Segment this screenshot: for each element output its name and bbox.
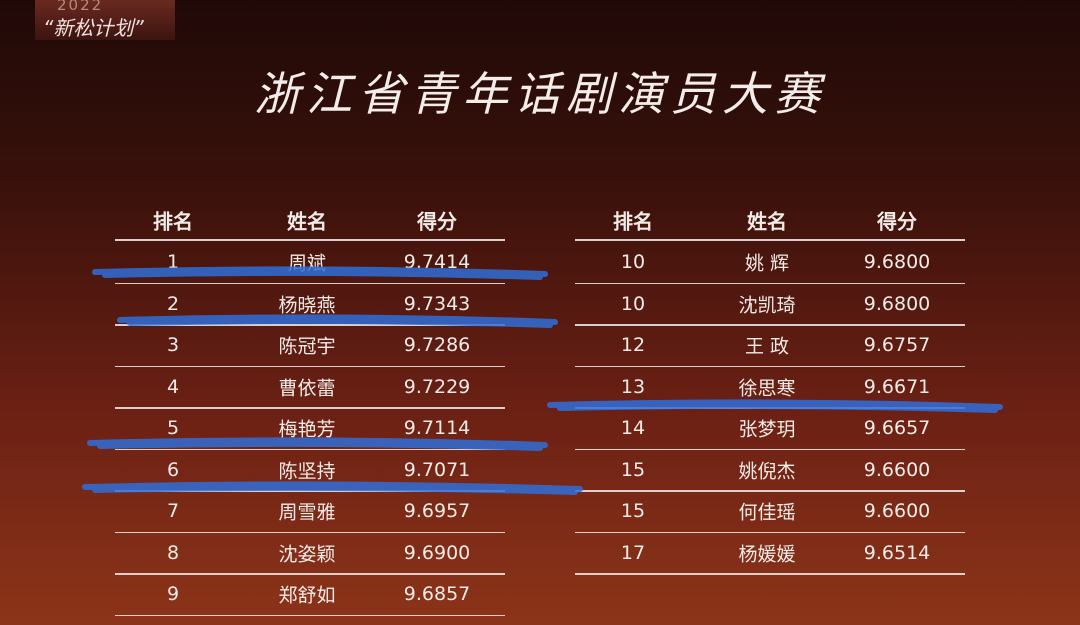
- row-rule: [575, 282, 965, 285]
- row-rule: [575, 490, 965, 492]
- table-cell: 3: [166, 334, 180, 356]
- table-cell: 杨晓燕: [278, 294, 336, 316]
- header-cell: 得分: [417, 209, 457, 234]
- table-cell: 9.7229: [403, 375, 471, 398]
- table-cell: 9.6757: [863, 334, 931, 356]
- header-cell: 得分: [877, 209, 917, 234]
- redaction-scribble: [87, 437, 548, 451]
- row-rule: [115, 324, 505, 326]
- table-cell: 陈冠宇: [278, 335, 336, 358]
- table-cell: 2: [166, 292, 180, 315]
- table-cell: 9.7071: [403, 458, 471, 481]
- table-cell: 10: [620, 251, 646, 273]
- table-cell: 周雪雅: [278, 501, 336, 524]
- row-rule: [115, 573, 505, 575]
- table-cell: 姚 辉: [744, 252, 790, 275]
- table-cell: 9.7343: [403, 292, 471, 315]
- row-rule: [115, 365, 505, 368]
- redaction-scribble: [117, 314, 558, 328]
- badge-year: 2022: [57, 0, 104, 14]
- table-cell: 郑舒如: [278, 584, 336, 607]
- table-cell: 姚倪杰: [738, 460, 796, 482]
- row-rule: [575, 573, 965, 575]
- header-rule: [115, 239, 505, 241]
- table-cell: 15: [620, 458, 646, 481]
- table-cell: 沈凯琦: [738, 294, 796, 316]
- row-rule: [115, 531, 505, 534]
- table-cell: 15: [620, 500, 646, 522]
- table-cell: 6: [166, 458, 180, 481]
- header-rule: [575, 239, 965, 241]
- table-cell: 9.6600: [863, 458, 931, 481]
- row-rule: [575, 324, 965, 326]
- table-cell: 9.6514: [863, 541, 931, 564]
- table-cell: 10: [620, 292, 646, 315]
- header-cell: 排名: [613, 209, 653, 234]
- table-cell: 陈坚持: [278, 460, 336, 482]
- table-cell: 5: [166, 417, 180, 439]
- table-cell: 杨媛媛: [738, 543, 796, 565]
- badge: 2022 “新松计划”: [35, 0, 175, 40]
- table-cell: 4: [166, 375, 180, 398]
- header-cell: 排名: [153, 209, 193, 234]
- row-rule: [575, 448, 965, 451]
- redaction-scribble: [82, 481, 583, 495]
- row-rule: [115, 407, 505, 409]
- table-cell: 9.6800: [863, 292, 931, 315]
- table-cell: 12: [620, 334, 646, 356]
- table-cell: 9.6900: [403, 541, 471, 564]
- table-cell: 9.6657: [863, 417, 931, 439]
- table-cell: 9.6600: [863, 500, 931, 522]
- title: 浙江省青年话剧演员大赛: [254, 67, 826, 121]
- table-cell: 张梦玥: [738, 418, 796, 441]
- table-cell: 9.6671: [863, 375, 931, 398]
- table-cell: 9: [166, 583, 180, 605]
- table-cell: 王 政: [744, 335, 790, 358]
- redaction-scribble: [92, 266, 548, 280]
- row-rule: [115, 614, 505, 617]
- table-cell: 14: [620, 417, 646, 439]
- table-cell: 9.6857: [403, 583, 471, 605]
- row-rule: [115, 490, 505, 492]
- table-cell: 沈姿颖: [278, 543, 336, 565]
- table-cell: 8: [166, 541, 180, 564]
- table-cell: 9.7414: [403, 251, 471, 273]
- row-rule: [115, 448, 505, 451]
- row-rule: [575, 365, 965, 368]
- table-cell: 9.7286: [403, 334, 471, 356]
- table-cell: 17: [620, 541, 646, 564]
- row-rule: [575, 531, 965, 534]
- badge-name: “新松计划”: [43, 16, 144, 40]
- table-cell: 徐思寒: [738, 377, 796, 399]
- table-cell: 曹依蕾: [278, 377, 336, 399]
- table-cell: 9.7114: [403, 417, 471, 439]
- table-cell: 何佳瑶: [738, 501, 796, 524]
- row-rule: [115, 282, 505, 285]
- header-cell: 姓名: [287, 209, 327, 234]
- table-cell: 7: [166, 500, 180, 522]
- table-cell: 梅艳芳: [278, 418, 336, 441]
- table-cell: 9.6800: [863, 251, 931, 273]
- table-cell: 13: [620, 375, 646, 398]
- header-cell: 姓名: [747, 209, 787, 234]
- table-cell: 9.6957: [403, 500, 471, 522]
- redaction-scribble: [547, 399, 1003, 413]
